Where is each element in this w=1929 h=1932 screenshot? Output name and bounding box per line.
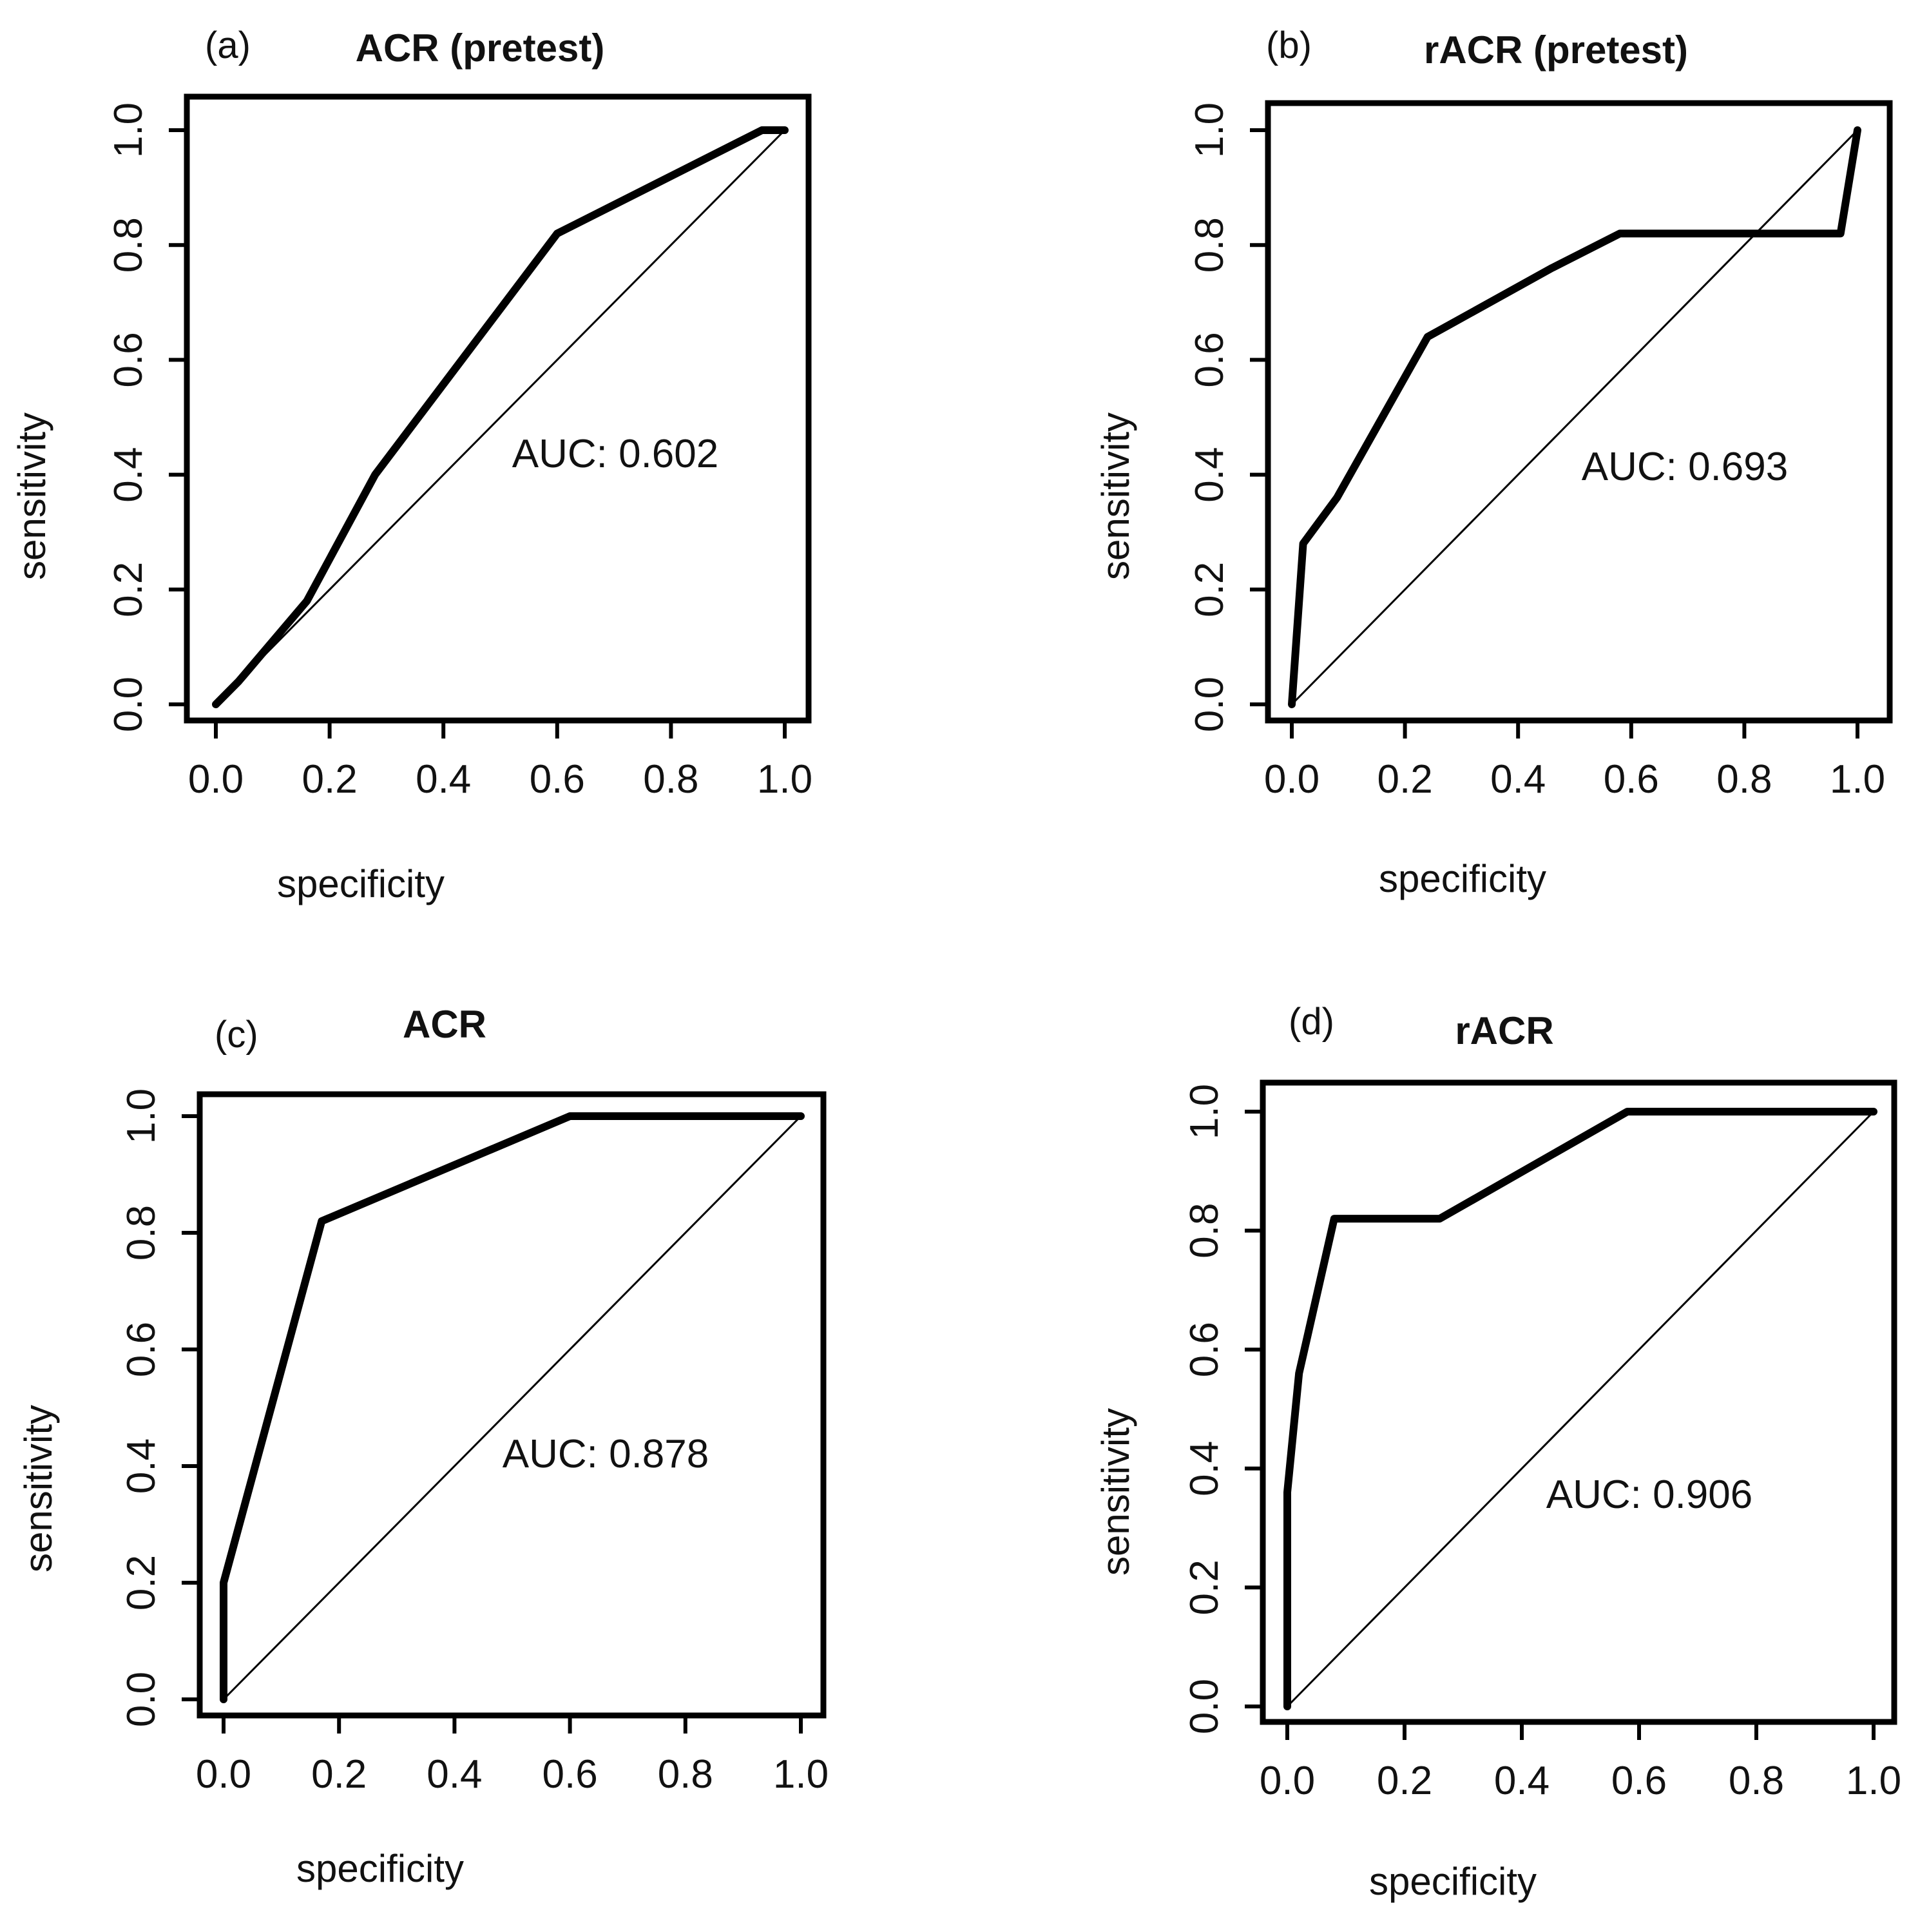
x-tick-label-c-4: 0.8 <box>658 1752 713 1797</box>
auc-label-a: AUC: 0.602 <box>512 432 719 476</box>
plot-frame-d <box>1260 1079 1897 1725</box>
auc-label-d: AUC: 0.906 <box>1546 1473 1753 1517</box>
x-axis-title-d: specificity <box>1369 1860 1537 1903</box>
chance-line-a <box>215 129 786 706</box>
y-tick-label-c-2: 0.4 <box>119 1438 164 1494</box>
y-tick-label-a-5: 1.0 <box>106 102 151 158</box>
y-tick-label-d-4: 0.8 <box>1182 1203 1227 1258</box>
plot-frame-a <box>184 93 812 724</box>
y-axis-title-b: sensitivity <box>1094 412 1137 580</box>
y-tick-label-a-4: 0.8 <box>106 217 151 273</box>
y-tick-label-b-3: 0.6 <box>1187 332 1232 387</box>
y-tick-label-b-4: 0.8 <box>1187 217 1232 273</box>
y-tick-label-d-0: 0.0 <box>1182 1679 1227 1734</box>
y-tick-label-c-5: 1.0 <box>119 1088 164 1144</box>
x-tick-label-c-2: 0.4 <box>427 1752 482 1797</box>
panel-title-c: ACR <box>403 1003 486 1046</box>
y-axis-title-a: sensitivity <box>10 412 53 580</box>
y-tick-label-c-1: 0.2 <box>119 1555 164 1610</box>
y-tick-label-c-3: 0.6 <box>119 1322 164 1377</box>
panel-label-d: (d) <box>1289 1001 1334 1043</box>
x-tick-label-d-3: 0.6 <box>1611 1759 1667 1803</box>
x-tick-label-d-2: 0.4 <box>1494 1759 1550 1803</box>
plot-frame-b <box>1265 100 1893 724</box>
x-axis-title-b: specificity <box>1379 857 1546 900</box>
x-tick-label-c-0: 0.0 <box>196 1752 251 1797</box>
x-tick-label-a-1: 0.2 <box>302 757 357 802</box>
x-tick-label-b-2: 0.4 <box>1490 757 1546 802</box>
x-tick-label-b-4: 0.8 <box>1716 757 1772 802</box>
plot-frame-c <box>197 1091 827 1719</box>
y-tick-label-a-3: 0.6 <box>106 332 151 387</box>
x-tick-label-b-3: 0.6 <box>1604 757 1659 802</box>
roc-curve-d <box>1283 1108 1877 1710</box>
x-tick-label-c-1: 0.2 <box>311 1752 367 1797</box>
y-axis-title-d: sensitivity <box>1094 1408 1137 1576</box>
panel-label-b: (b) <box>1266 24 1312 66</box>
x-tick-label-a-5: 1.0 <box>757 757 812 802</box>
roc-curve-b <box>1288 126 1861 708</box>
y-tick-label-b-5: 1.0 <box>1187 102 1232 158</box>
panel-title-b: rACR (pretest) <box>1424 28 1688 72</box>
roc-panel-c: 0.0 0.0 0.2 0.2 0.4 0.4 0.6 0.6 0.8 0.8 1.0 1.0 (c) A… <box>17 1003 829 1890</box>
x-tick-label-a-3: 0.6 <box>530 757 585 802</box>
x-tick-label-a-0: 0.0 <box>188 757 244 802</box>
panel-title-a: ACR (pretest) <box>356 26 605 70</box>
x-axis-title-c: specificity <box>296 1847 464 1890</box>
x-tick-label-c-5: 1.0 <box>773 1752 829 1797</box>
roc-panel-b: 0.0 0.0 0.2 0.2 0.4 0.4 0.6 0.6 0.8 0.8 1.0 1.0 (b) r… <box>1094 24 1893 900</box>
y-tick-label-a-2: 0.4 <box>106 447 151 502</box>
x-tick-label-d-1: 0.2 <box>1377 1759 1432 1803</box>
x-tick-label-c-3: 0.6 <box>542 1752 597 1797</box>
x-tick-label-b-1: 0.2 <box>1377 757 1432 802</box>
y-tick-label-c-0: 0.0 <box>119 1672 164 1727</box>
panel-label-c: (c) <box>215 1014 258 1056</box>
y-tick-label-b-2: 0.4 <box>1187 447 1232 502</box>
y-tick-label-a-0: 0.0 <box>106 677 151 732</box>
chance-line-d <box>1286 1110 1875 1708</box>
roc-panel-d: 0.0 0.0 0.2 0.2 0.4 0.4 0.6 0.6 0.8 0.8 1.0 1.0 (d) r… <box>1094 1001 1901 1903</box>
y-tick-label-a-1: 0.2 <box>106 562 151 617</box>
chance-line-c <box>222 1115 802 1701</box>
y-axis-title-c: sensitivity <box>17 1405 60 1572</box>
x-axis-title-a: specificity <box>277 862 445 905</box>
roc-curve-c <box>220 1112 805 1703</box>
y-tick-label-d-2: 0.4 <box>1182 1441 1227 1496</box>
chance-line-b <box>1291 129 1859 706</box>
x-tick-label-d-4: 0.8 <box>1729 1759 1784 1803</box>
x-tick-label-d-5: 1.0 <box>1846 1759 1901 1803</box>
x-tick-label-d-0: 0.0 <box>1260 1759 1315 1803</box>
roc-panel-a: 0.0 0.0 0.2 0.2 0.4 0.4 0.6 0.6 0.8 0.8 1.0 1.0 (a) A… <box>10 24 812 905</box>
y-tick-label-d-5: 1.0 <box>1182 1084 1227 1139</box>
y-tick-label-b-1: 0.2 <box>1187 562 1232 617</box>
y-tick-label-d-1: 0.2 <box>1182 1560 1227 1615</box>
y-tick-label-d-3: 0.6 <box>1182 1322 1227 1377</box>
y-tick-label-b-0: 0.0 <box>1187 677 1232 732</box>
x-tick-label-b-5: 1.0 <box>1830 757 1885 802</box>
x-tick-label-a-2: 0.4 <box>416 757 471 802</box>
auc-label-b: AUC: 0.693 <box>1582 445 1789 489</box>
panel-label-a: (a) <box>205 24 251 66</box>
panel-title-d: rACR <box>1455 1009 1553 1052</box>
y-tick-label-c-4: 0.8 <box>119 1205 164 1261</box>
auc-label-c: AUC: 0.878 <box>503 1432 709 1476</box>
x-tick-label-b-0: 0.0 <box>1264 757 1320 802</box>
x-tick-label-a-4: 0.8 <box>643 757 698 802</box>
